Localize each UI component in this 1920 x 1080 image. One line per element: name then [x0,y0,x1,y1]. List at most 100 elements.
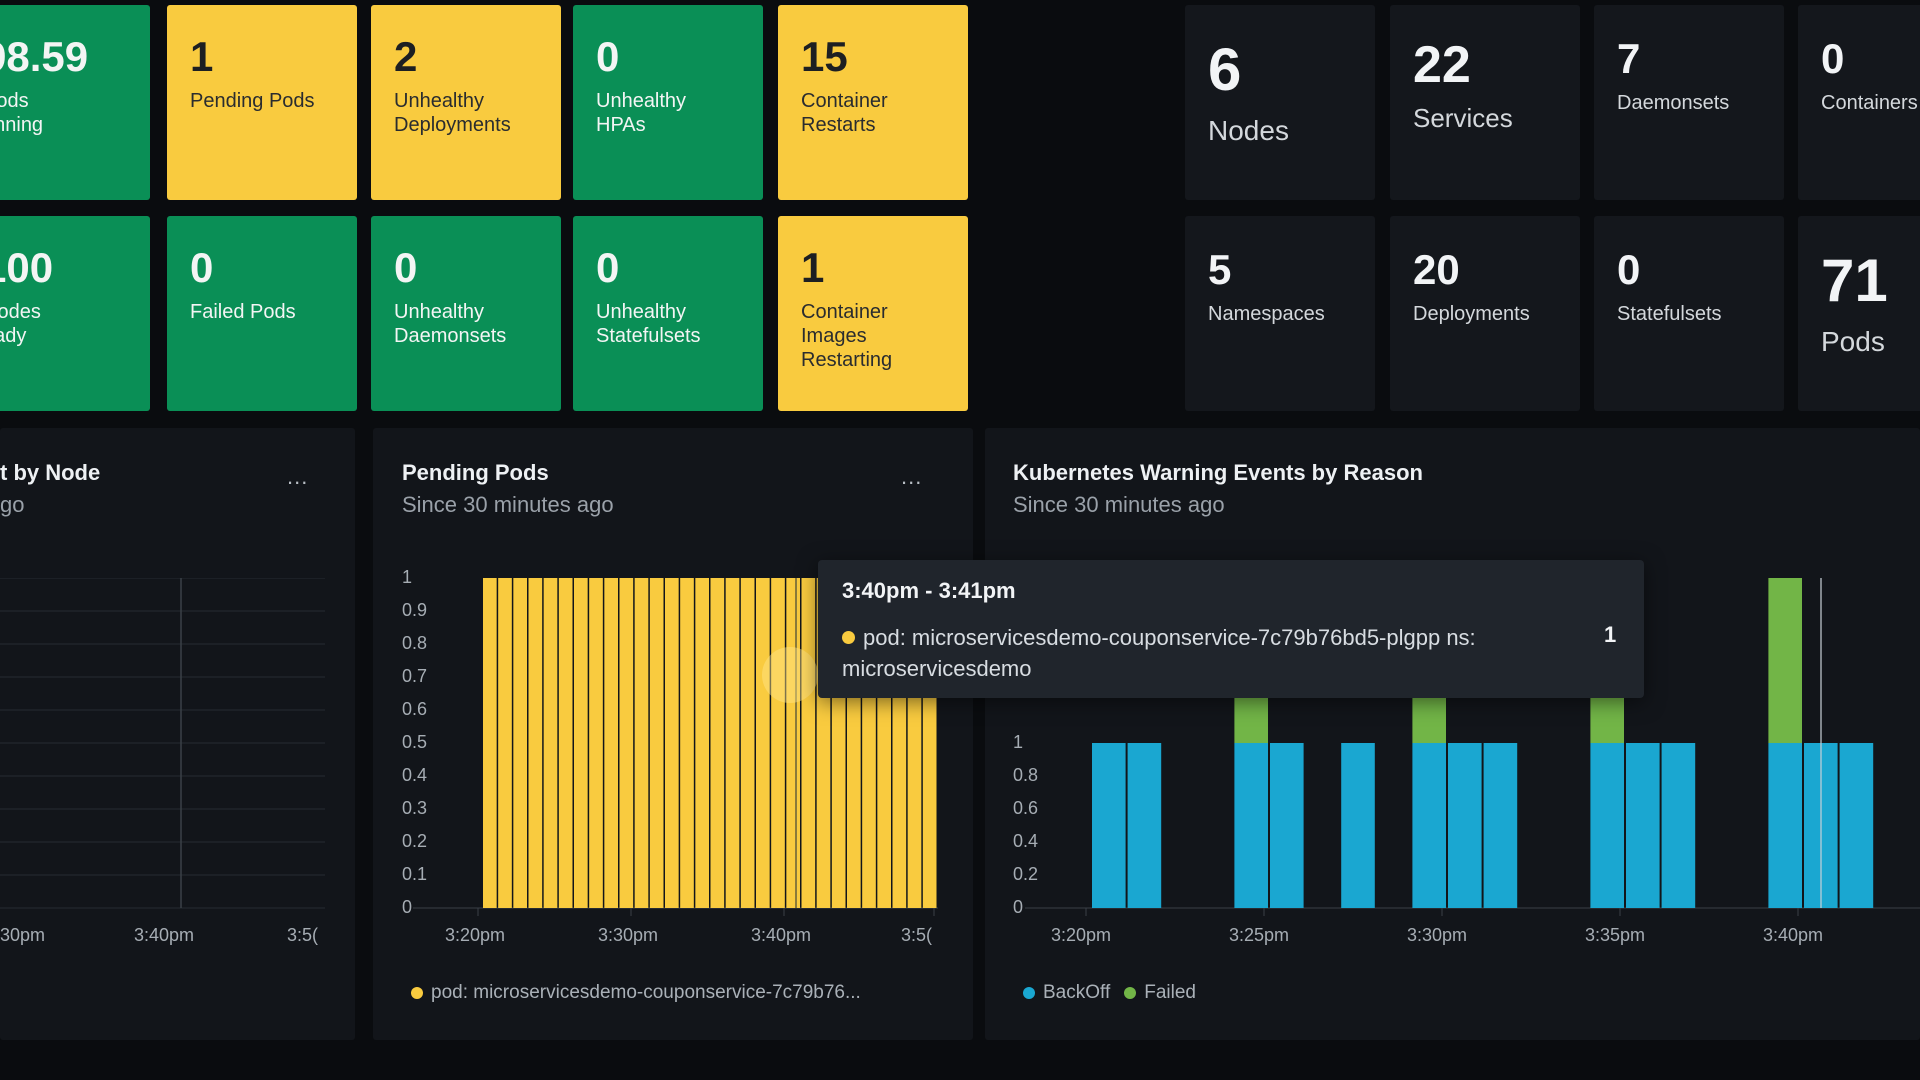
status-tile[interactable]: 0 Unhealthy Daemonsets [371,216,561,411]
bar[interactable] [619,578,634,908]
bar[interactable] [786,578,800,908]
bar[interactable] [680,578,694,908]
y-tick: 0.8 [1013,765,1039,785]
bar[interactable] [771,578,785,908]
tooltip-value: 1 [1604,622,1617,647]
bar-backoff[interactable] [1483,743,1518,908]
bar[interactable] [574,578,588,908]
y-tick: 0.6 [1013,798,1039,818]
bar-backoff[interactable] [1626,743,1660,908]
bar-backoff[interactable] [1590,743,1624,908]
stat-value: 6 [1208,36,1242,103]
status-tile[interactable]: 100 Nodes eady [0,216,150,411]
count-stat[interactable]: 0 Containers [1798,5,1920,200]
tile-value: 0 [190,244,214,291]
stat-value: 0 [1821,35,1845,82]
panel-title: t by Node [0,460,101,485]
bar-failed[interactable] [1768,578,1802,743]
bar[interactable] [801,578,816,908]
bar-backoff[interactable] [1768,743,1802,908]
x-tick: 3:25pm [1229,925,1290,945]
legend-dot [1124,987,1137,999]
pending-legend: pod: microservicesdemo-couponservice-7c7… [411,982,861,1004]
bar[interactable] [756,578,770,908]
bar-backoff[interactable] [1127,743,1162,908]
x-tick: 3:40pm [134,925,195,945]
panel-subtitle: go [0,492,25,517]
bar-backoff[interactable] [1270,743,1304,908]
bar-backoff[interactable] [1839,743,1874,908]
panel-menu-button[interactable]: ... [287,464,309,489]
tile-label: Pods unning [0,90,44,136]
bar[interactable] [558,578,573,908]
warning-legend: BackOff Failed [1023,982,1196,1004]
stat-value: 7 [1617,35,1641,82]
bar[interactable] [513,578,527,908]
bar[interactable] [695,578,709,908]
stat-label: Namespaces [1208,303,1325,325]
status-tile[interactable]: 98.59 Pods unning [0,5,150,200]
bar-backoff[interactable] [1234,743,1268,908]
count-stat[interactable]: 6 Nodes [1185,5,1375,200]
bar[interactable] [665,578,679,908]
status-tile[interactable]: 0 Unhealthy Statefulsets [573,216,763,411]
y-tick: 0.2 [402,831,428,851]
x-tick: 3:20pm [445,925,506,945]
count-stat[interactable]: 0 Statefulsets [1594,216,1784,411]
panel-menu-button[interactable]: ... [901,464,923,489]
y-tick: 1 [1013,732,1024,752]
bar[interactable] [498,578,512,908]
series-dot [842,631,855,644]
tile-value: 0 [394,244,418,291]
bar[interactable] [589,578,603,908]
bar[interactable] [725,578,740,908]
status-tile[interactable]: 15 Container Restarts [778,5,968,200]
count-stat[interactable]: 71 Pods [1798,216,1920,411]
legend-item-failed[interactable]: Failed [1124,982,1196,1004]
bar[interactable] [543,578,558,908]
tooltip-series-line: pod: microservicesdemo-couponservice-7c7… [842,622,1562,684]
bar[interactable] [710,578,725,908]
bar[interactable] [604,578,618,908]
bar[interactable] [740,578,755,908]
tile-label: Unhealthy HPAs [596,90,687,136]
tile-label: Container Restarts [801,90,888,136]
status-tile[interactable]: 2 Unhealthy Deployments [371,5,561,200]
status-tile[interactable]: 0 Failed Pods [167,216,357,411]
status-tile[interactable]: 1 Pending Pods [167,5,357,200]
y-tick: 0.3 [402,798,428,818]
bar-backoff[interactable] [1412,743,1446,908]
tile-label: Unhealthy Deployments [394,90,511,136]
legend-label: BackOff [1043,982,1111,1003]
count-stat[interactable]: 7 Daemonsets [1594,5,1784,200]
bar[interactable] [483,578,497,908]
legend-dot [411,987,423,999]
legend-item[interactable]: pod: microservicesdemo-couponservice-7c7… [411,982,861,1004]
stat-value: 71 [1821,247,1888,314]
status-tile[interactable]: 0 Unhealthy HPAs [573,5,763,200]
y-tick: 0 [402,897,413,917]
bar[interactable] [649,578,664,908]
bar-backoff[interactable] [1448,743,1482,908]
tooltip-series-label: pod: microservicesdemo-couponservice-7c7… [842,625,1476,681]
warning-events-panel: Kubernetes Warning Events by Reason Sinc… [985,428,1920,1040]
count-stat[interactable]: 5 Namespaces [1185,216,1375,411]
tile-value: 100 [0,244,54,291]
warning-events-chart[interactable] [985,558,1920,978]
legend-item-backoff[interactable]: BackOff [1023,982,1110,1004]
bar-backoff[interactable] [1661,743,1696,908]
bar[interactable] [634,578,649,908]
x-tick: 30pm [0,925,46,945]
bar[interactable] [528,578,543,908]
panel-title: Kubernetes Warning Events by Reason [1013,460,1423,485]
y-tick: 0.6 [402,699,428,719]
count-stat[interactable]: 20 Deployments [1390,216,1580,411]
bar-backoff[interactable] [1092,743,1126,908]
bar-backoff[interactable] [1341,743,1375,908]
tile-label: Unhealthy Statefulsets [596,301,701,347]
y-tick: 0.9 [402,600,428,620]
count-stat[interactable]: 22 Services [1390,5,1580,200]
status-tile[interactable]: 1 Container Images Restarting [778,216,968,411]
y-tick: 0.1 [402,864,428,884]
panel-subtitle: Since 30 minutes ago [1013,492,1225,517]
